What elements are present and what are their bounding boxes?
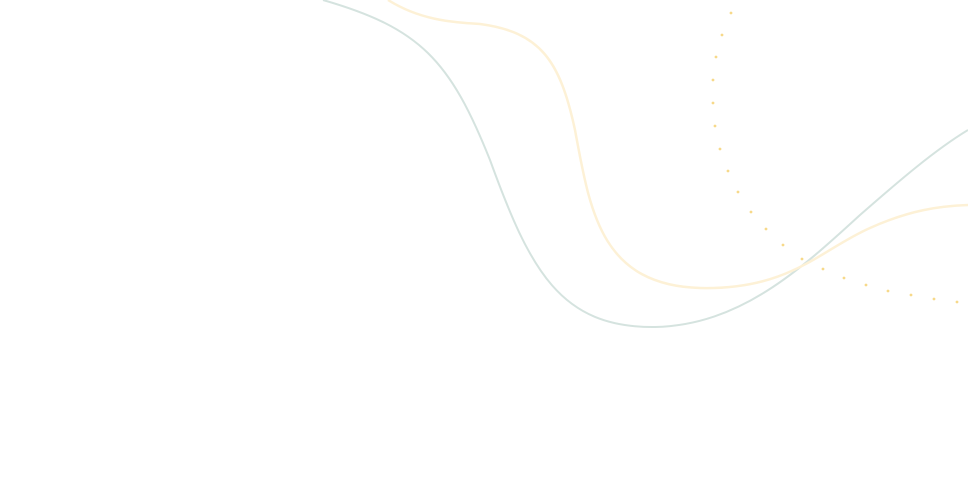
decorative-dot [711, 101, 715, 105]
decorative-dot [909, 293, 913, 297]
decorative-dot [955, 300, 959, 304]
decorative-dot [714, 55, 718, 59]
decorative-dot [821, 267, 825, 271]
decorative-dot [886, 289, 890, 293]
decorative-dot [729, 11, 733, 15]
yellow-decorative-curve [387, 0, 968, 290]
decorative-dot [781, 243, 785, 247]
decorative-dot [800, 257, 804, 261]
decorative-dot [864, 283, 868, 287]
decorative-dot [720, 33, 724, 37]
teal-decorative-curve [322, 0, 968, 329]
dotted-decorative-arc [711, 11, 959, 304]
decorative-dot [842, 276, 846, 280]
decorative-dot [764, 227, 768, 231]
decorative-dot [718, 147, 722, 151]
decorative-dot [736, 190, 740, 194]
decorative-dot [711, 78, 715, 82]
decorative-dot [932, 297, 936, 301]
decorative-dot [713, 124, 717, 128]
decorative-dot [749, 210, 753, 214]
decorative-dot [726, 169, 730, 173]
